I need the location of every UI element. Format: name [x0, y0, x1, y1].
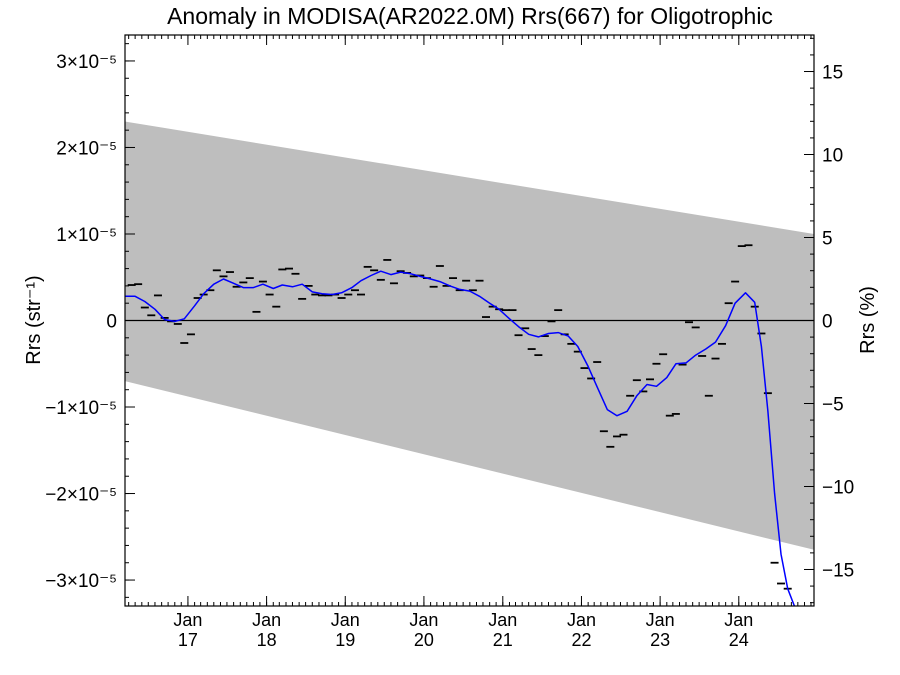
x-tick-month: Jan [567, 610, 596, 630]
x-tick-year: 18 [257, 630, 277, 650]
x-tick-month: Jan [724, 610, 753, 630]
x-tick-year: 20 [414, 630, 434, 650]
x-tick-month: Jan [252, 610, 281, 630]
left-tick-label: 0 [106, 312, 117, 333]
x-tick-year: 17 [178, 630, 198, 650]
left-tick-label: −2×10⁻⁵ [45, 485, 117, 506]
x-tick-year: 21 [493, 630, 513, 650]
left-tick-label: −3×10⁻⁵ [45, 571, 117, 592]
chart-title: Anomaly in MODISA(AR2022.0M) Rrs(667) fo… [167, 3, 773, 29]
right-tick-label: −15 [822, 560, 854, 581]
x-tick-month: Jan [173, 610, 202, 630]
left-tick-label: 2×10⁻⁵ [56, 138, 117, 159]
left-axis-label: Rrs (str⁻¹) [23, 275, 45, 364]
plot-contents [125, 121, 814, 606]
right-tick-label: 10 [822, 146, 843, 167]
uncertainty-band [125, 121, 814, 550]
x-tick-month: Jan [488, 610, 517, 630]
x-tick-year: 19 [335, 630, 355, 650]
right-tick-label: 0 [822, 312, 833, 333]
right-tick-label: 5 [822, 229, 833, 250]
x-tick-month: Jan [646, 610, 675, 630]
left-tick-label: −1×10⁻⁵ [45, 398, 117, 419]
smoothed-anomaly-line [125, 270, 796, 606]
x-tick-month: Jan [409, 610, 438, 630]
right-tick-label: −5 [822, 394, 844, 415]
x-tick-year: 22 [571, 630, 591, 650]
right-tick-label: 15 [822, 63, 843, 84]
plot-area [125, 121, 814, 606]
x-tick-month: Jan [331, 610, 360, 630]
right-tick-label: −10 [822, 477, 854, 498]
x-tick-year: 23 [650, 630, 670, 650]
x-tick-year: 24 [729, 630, 749, 650]
right-axis-label: Rrs (%) [857, 286, 879, 354]
axes: 3×10⁻⁵ 2×10⁻⁵ 1×10⁻⁵ 0 −1×10⁻⁵ −2×10⁻⁵ −3×10⁻⁵… [45, 34, 854, 650]
left-tick-label: 1×10⁻⁵ [56, 225, 117, 246]
left-tick-label: 3×10⁻⁵ [56, 52, 117, 73]
